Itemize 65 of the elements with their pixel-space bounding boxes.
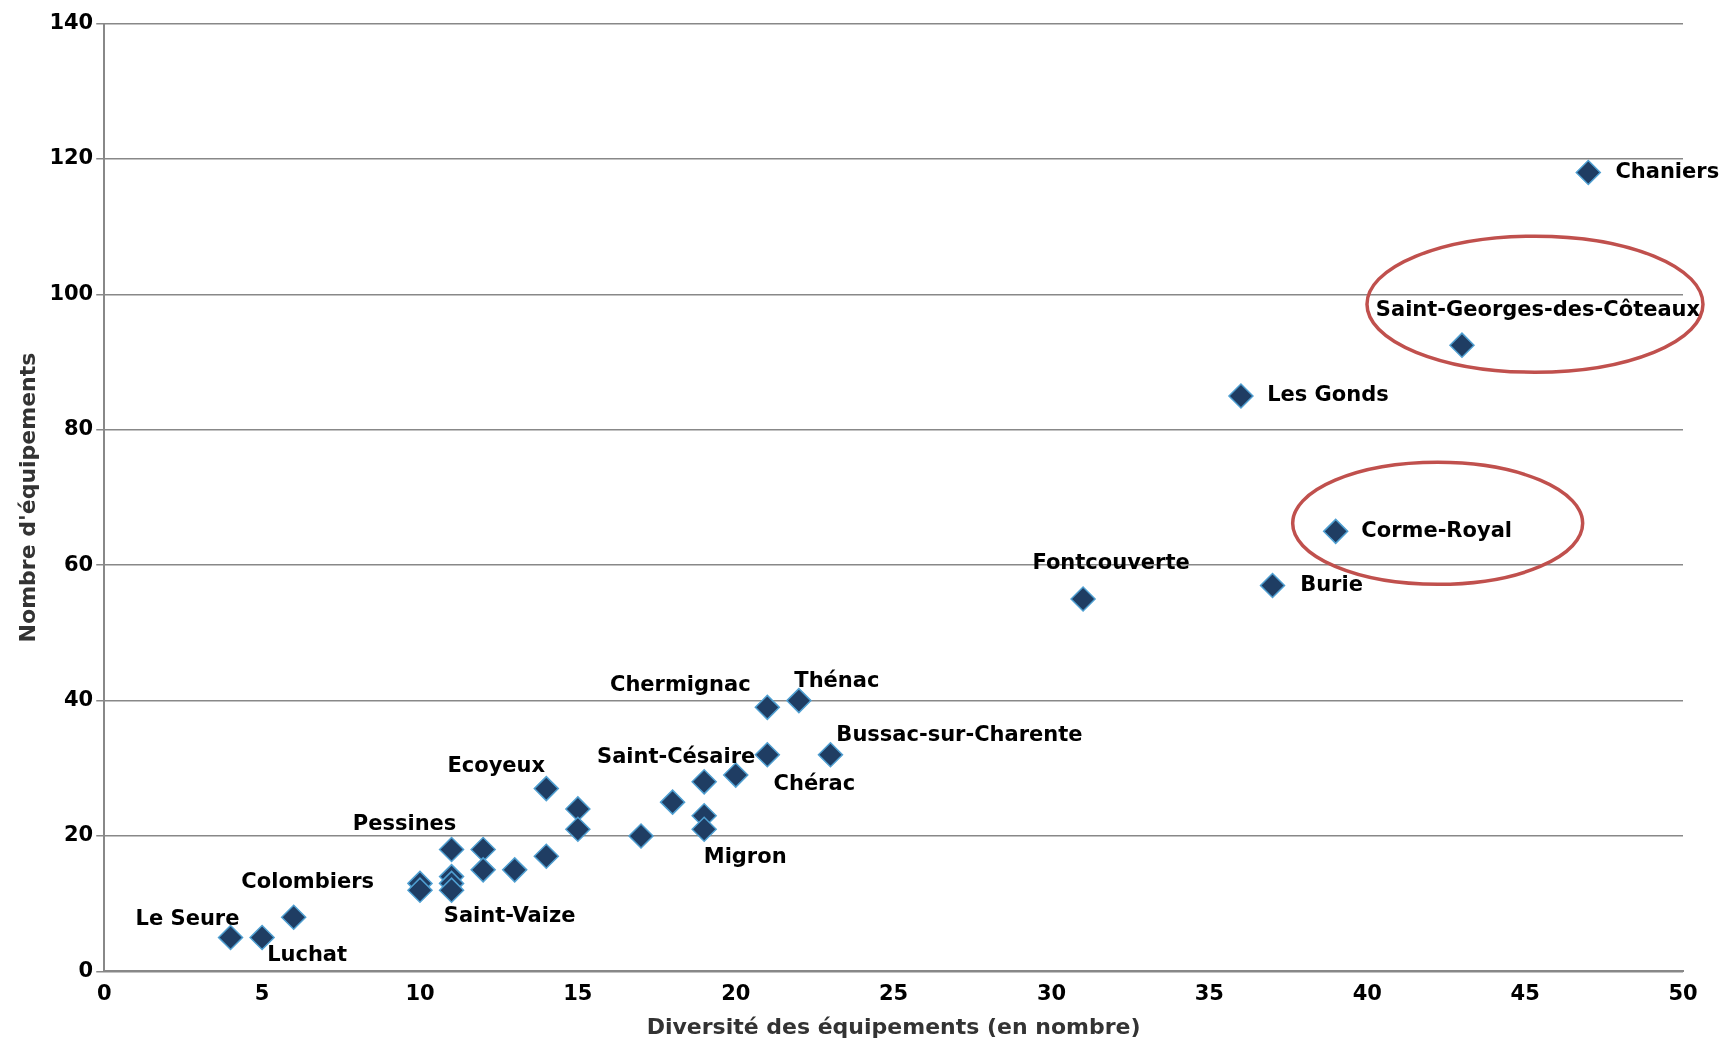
annotation: Colombiers	[241, 868, 375, 893]
point	[1575, 159, 1602, 186]
point	[533, 775, 560, 802]
x-tick-label: 40	[1352, 981, 1382, 1006]
point	[565, 796, 591, 822]
point	[1070, 586, 1096, 612]
point	[1259, 572, 1286, 599]
annotation: Bussac-sur-Charente	[836, 722, 1083, 747]
x-tick-label: 30	[1036, 981, 1067, 1006]
annotation: Luchat	[267, 942, 348, 966]
y-axis-title: Nombre d'équipements	[14, 352, 40, 643]
x-tick-label: 35	[1194, 981, 1224, 1006]
annotation: Saint-Georges-des-Côteaux	[1375, 296, 1701, 321]
point	[817, 742, 844, 768]
point	[628, 823, 654, 849]
point	[565, 816, 591, 842]
y-tick-label: 20	[64, 822, 94, 847]
x-tick-label: 0	[96, 981, 112, 1006]
point	[691, 769, 717, 795]
x-tick-label: 45	[1510, 981, 1540, 1006]
annotation: Migron	[703, 843, 787, 868]
point	[1322, 518, 1349, 545]
x-tick-label: 25	[879, 981, 909, 1006]
annotation: Saint-Césaire	[597, 744, 756, 769]
point	[691, 816, 717, 842]
annotation: Chermignac	[609, 671, 751, 696]
y-tick-label: 40	[64, 687, 94, 712]
x-tick-label: 5	[254, 981, 270, 1006]
annotation: Chaniers	[1615, 158, 1720, 183]
point	[754, 742, 781, 768]
annotation: Corme-Royal	[1361, 517, 1513, 542]
point	[754, 694, 781, 721]
point	[1449, 332, 1475, 358]
point	[786, 687, 812, 714]
annotation: Les Gonds	[1267, 382, 1389, 407]
annotation: Le Seure	[135, 906, 240, 930]
x-tick-label: 15	[563, 981, 593, 1006]
y-tick-label: 60	[64, 551, 94, 576]
x-tick-label: 20	[721, 981, 751, 1006]
point	[470, 857, 496, 883]
point	[659, 789, 686, 815]
x-axis-title: Diversité des équipements (en nombre)	[646, 1013, 1141, 1039]
annotation: Thénac	[794, 668, 880, 693]
y-tick-label: 120	[49, 145, 94, 170]
point	[407, 877, 433, 903]
annotation: Chérac	[773, 771, 856, 796]
annotation: Ecoyeux	[447, 753, 546, 778]
point	[217, 924, 244, 951]
annotation: Fontcouverte	[1032, 549, 1190, 574]
annotation: Pessines	[352, 810, 457, 835]
x-tick-label: 10	[405, 981, 435, 1006]
y-tick-label: 140	[49, 10, 94, 35]
point	[533, 843, 560, 870]
point	[722, 762, 749, 788]
x-tick-label: 50	[1668, 981, 1698, 1006]
point	[438, 877, 465, 903]
annotation: Burie	[1300, 571, 1363, 596]
y-tick-label: 0	[78, 957, 94, 982]
annotation: Saint-Vaize	[443, 902, 576, 927]
point	[438, 836, 465, 863]
point	[1228, 383, 1254, 409]
y-tick-label: 100	[49, 280, 94, 305]
point	[280, 904, 307, 930]
point	[501, 857, 528, 883]
y-tick-label: 80	[64, 416, 94, 441]
